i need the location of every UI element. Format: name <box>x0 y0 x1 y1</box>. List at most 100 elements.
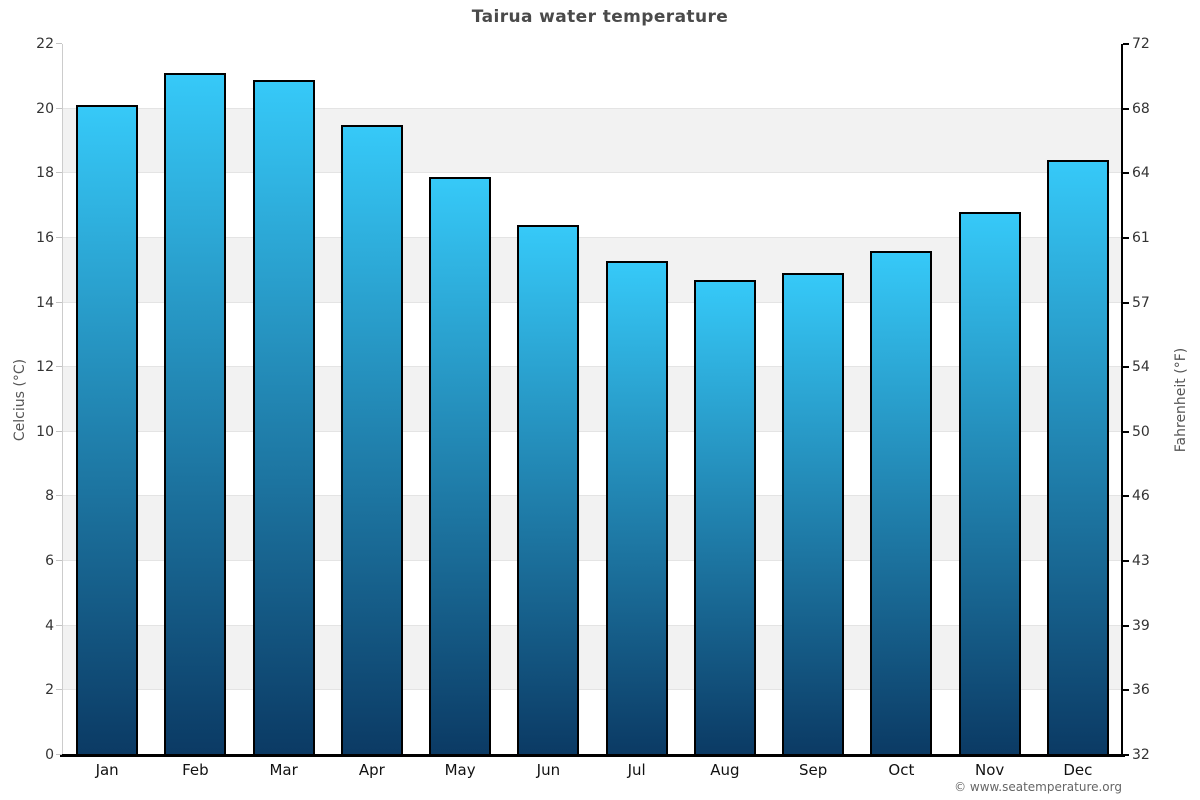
gridline <box>63 624 1122 626</box>
bar-apr <box>340 124 403 755</box>
y-tick-label-fahrenheit: 43 <box>1132 553 1150 570</box>
y-tick-label-fahrenheit: 72 <box>1132 36 1150 52</box>
axis-tickmark <box>1123 301 1129 304</box>
y-axis-tickmarks-right <box>1123 43 1129 756</box>
y-tick-label-celsius: 18 <box>36 165 54 182</box>
bar-dec <box>1046 160 1109 755</box>
y-tick-label-fahrenheit: 64 <box>1132 165 1150 182</box>
gridline <box>63 107 1122 109</box>
x-axis-labels: Jan Feb Mar Apr May Jun Jul Aug Sep Oct Nov Dec <box>63 761 1122 779</box>
axis-tickmark <box>1123 560 1129 563</box>
gridline <box>63 689 1122 691</box>
axis-tickmark <box>56 172 62 174</box>
bar-cell-nov <box>946 44 1034 755</box>
plot-band <box>63 625 1122 691</box>
y-tick-label-celsius: 12 <box>36 359 54 376</box>
x-axis-label-mar: Mar <box>269 761 298 779</box>
axis-tickmark <box>56 689 62 691</box>
bar-cell-mar <box>240 44 328 755</box>
bar-mar <box>252 79 315 755</box>
y-tick-label-fahrenheit: 50 <box>1132 423 1150 440</box>
axis-tickmark <box>56 754 62 755</box>
bar-sep <box>782 273 844 755</box>
gridline <box>63 172 1122 174</box>
bar-cell-feb <box>151 44 239 755</box>
axis-tickmark <box>56 430 62 432</box>
plot-band <box>63 561 1122 626</box>
y-tick-label-celsius: 10 <box>36 423 54 440</box>
bar-oct <box>870 250 933 755</box>
bar-cell-jan <box>63 44 151 755</box>
y-axis-label-celsius: Celcius (°C) <box>12 358 28 442</box>
bar-cell-may <box>416 44 504 755</box>
y-tick-label-fahrenheit: 54 <box>1132 359 1150 376</box>
x-axis-label-jan: Jan <box>95 761 119 779</box>
bar-cell-sep <box>769 44 857 755</box>
axis-tickmark <box>56 624 62 626</box>
y-axis-line-left <box>62 44 63 755</box>
bar-jan <box>76 105 138 755</box>
gridline <box>63 495 1122 497</box>
axis-tickmark <box>1123 495 1129 498</box>
axis-tickmark <box>56 366 62 368</box>
bar-cell-apr <box>328 44 416 755</box>
plot-band <box>63 367 1122 432</box>
y-tick-label-celsius: 8 <box>45 488 54 505</box>
gridline <box>63 301 1122 303</box>
y-axis-line-right <box>1121 44 1123 755</box>
axis-tickmark <box>1123 430 1129 433</box>
axis-tickmark <box>1123 624 1129 627</box>
plot-band <box>63 237 1122 303</box>
x-axis-label-jun: Jun <box>536 761 561 779</box>
bar-aug <box>693 279 756 755</box>
axis-tickmark <box>56 560 62 562</box>
y-tick-label-celsius: 22 <box>36 36 54 52</box>
y-tick-label-fahrenheit: 68 <box>1132 100 1150 117</box>
gridline <box>63 236 1122 238</box>
chart-title: Tairua water temperature <box>471 7 729 27</box>
plot-band <box>63 44 1122 109</box>
gridline <box>63 430 1122 432</box>
x-axis-label-dec: Dec <box>1063 761 1093 779</box>
y-axis-label-fahrenheit: Fahrenheit (°F) <box>1173 347 1189 453</box>
axis-tickmark <box>56 107 62 109</box>
bar-cell-dec <box>1034 44 1122 755</box>
y-tick-label-celsius: 6 <box>45 553 54 570</box>
bar-cell-oct <box>857 44 945 755</box>
x-axis-label-feb: Feb <box>182 761 209 779</box>
plot-area <box>63 44 1122 755</box>
y-tick-label-celsius: 0 <box>45 747 54 763</box>
y-tick-label-celsius: 2 <box>45 682 54 699</box>
axis-tickmark <box>1123 43 1129 45</box>
x-axis-label-sep: Sep <box>798 761 828 779</box>
y-tick-label-celsius: 16 <box>36 229 54 246</box>
axis-tickmark <box>1123 107 1129 110</box>
x-axis-label-oct: Oct <box>888 761 915 779</box>
y-tick-label-fahrenheit: 57 <box>1132 294 1150 311</box>
bar-cell-jun <box>504 44 592 755</box>
x-axis-label-aug: Aug <box>710 761 740 779</box>
axis-tickmark <box>56 301 62 303</box>
gridline <box>63 366 1122 368</box>
x-axis-label-may: May <box>444 761 476 779</box>
axis-tickmark <box>1123 754 1129 756</box>
axis-tickmark <box>56 495 62 497</box>
plot-band <box>63 496 1122 562</box>
plot-band <box>63 108 1122 174</box>
bar-feb <box>164 73 227 755</box>
y-axis-ticks-celsius: 0 2 4 6 8 10 12 14 16 18 20 22 <box>0 37 54 762</box>
bar-may <box>429 176 491 755</box>
y-tick-label-celsius: 4 <box>45 617 54 634</box>
y-axis-ticks-fahrenheit: 32 36 39 43 46 50 54 57 61 64 68 72 <box>1132 37 1192 762</box>
bar-cell-aug <box>681 44 769 755</box>
bar-jul <box>605 260 668 755</box>
plot-band <box>63 690 1122 755</box>
plot-band <box>63 173 1122 238</box>
y-tick-label-fahrenheit: 46 <box>1132 488 1150 505</box>
x-axis-label-jul: Jul <box>627 761 646 779</box>
y-tick-label-fahrenheit: 36 <box>1132 682 1150 699</box>
axis-tickmark <box>56 43 62 44</box>
plot-band <box>63 431 1122 497</box>
copyright-link[interactable]: © www.seatemperature.org <box>954 780 1122 794</box>
